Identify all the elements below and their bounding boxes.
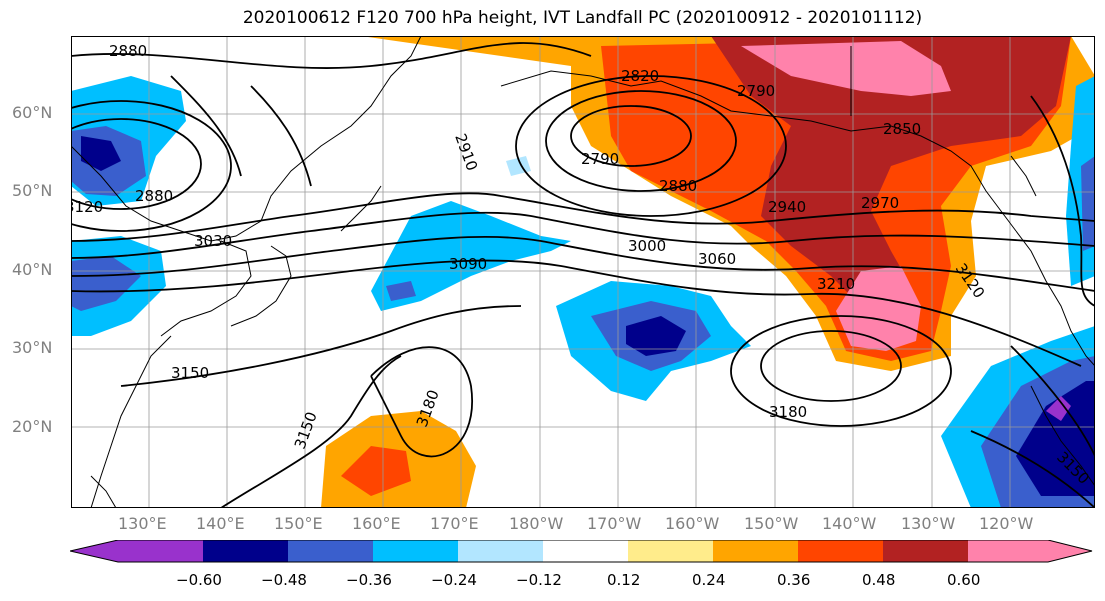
- contour-label: 2790: [737, 82, 775, 100]
- colorbar-tick: −0.36: [346, 571, 392, 589]
- contour-label: 3180: [769, 403, 807, 421]
- contour-label: 3060: [698, 250, 736, 268]
- colorbar-tick: −0.24: [431, 571, 477, 589]
- contour-label: 2970: [861, 194, 899, 212]
- coastlines: [71, 36, 1095, 508]
- contour-label: 2880: [135, 187, 173, 205]
- contour-label: 3150: [171, 364, 209, 382]
- colorbar-tick: 0.24: [692, 571, 726, 589]
- contour-label: 2880: [109, 42, 147, 60]
- colorbar-segment: [203, 540, 288, 562]
- colorbar-segment: [798, 540, 883, 562]
- colorbar-tick: −0.12: [516, 571, 562, 589]
- lon-label: 150°E: [274, 514, 323, 533]
- colorbar-extend-low: [70, 540, 118, 562]
- contour-label: 2790: [581, 150, 619, 168]
- contour-label: 2940: [768, 198, 806, 216]
- map-panel: 2880 2880 2910 2820 2790 2790 2850 2880 …: [71, 36, 1095, 508]
- lon-label: 140°W: [822, 514, 877, 533]
- colorbar-segment: [543, 540, 628, 562]
- lat-label: 40°N: [12, 260, 53, 279]
- colorbar-extend-high: [1048, 540, 1092, 562]
- colorbar-segment: [373, 540, 458, 562]
- contour-label: 3120: [71, 198, 103, 216]
- lat-label: 60°N: [12, 103, 53, 122]
- colorbar-tick: 0.60: [947, 571, 981, 589]
- colorbar-tick: −0.60: [176, 571, 222, 589]
- colorbar-tick: 0.48: [862, 571, 896, 589]
- lon-label: 130°W: [901, 514, 956, 533]
- lat-label: 20°N: [12, 417, 53, 436]
- colorbar-segment: [628, 540, 713, 562]
- colorbar: [70, 540, 1093, 563]
- lon-label: 120°W: [979, 514, 1034, 533]
- colorbar-tick: −0.48: [261, 571, 307, 589]
- colorbar-segment: [458, 540, 543, 562]
- colorbar-segment: [883, 540, 968, 562]
- colorbar-segment: [118, 540, 203, 562]
- contour-label: 3090: [449, 255, 487, 273]
- lon-label: 160°W: [665, 514, 720, 533]
- contour-label: 3030: [194, 232, 232, 250]
- colorbar-tick: 0.36: [777, 571, 811, 589]
- contour-label: 2820: [621, 67, 659, 85]
- lon-label: 150°W: [744, 514, 799, 533]
- map-title: 2020100612 F120 700 hPa height, IVT Land…: [242, 8, 923, 28]
- lon-label: 180°W: [509, 514, 564, 533]
- colorbar-tick: 0.12: [607, 571, 641, 589]
- colorbar-segment: [713, 540, 798, 562]
- lon-label: 140°E: [196, 514, 245, 533]
- contour-label: 2850: [883, 120, 921, 138]
- contour-label: 3210: [817, 275, 855, 293]
- contour-label: 2880: [659, 177, 697, 195]
- lat-label: 30°N: [12, 338, 53, 357]
- contour-label: 3000: [628, 237, 666, 255]
- lon-label: 160°E: [352, 514, 401, 533]
- colorbar-segment: [288, 540, 373, 562]
- height-contours: [71, 42, 1095, 508]
- lon-label: 170°W: [587, 514, 642, 533]
- lon-label: 130°E: [118, 514, 167, 533]
- colorbar-segment: [968, 540, 1048, 562]
- lon-label: 170°E: [430, 514, 479, 533]
- lat-label: 50°N: [12, 181, 53, 200]
